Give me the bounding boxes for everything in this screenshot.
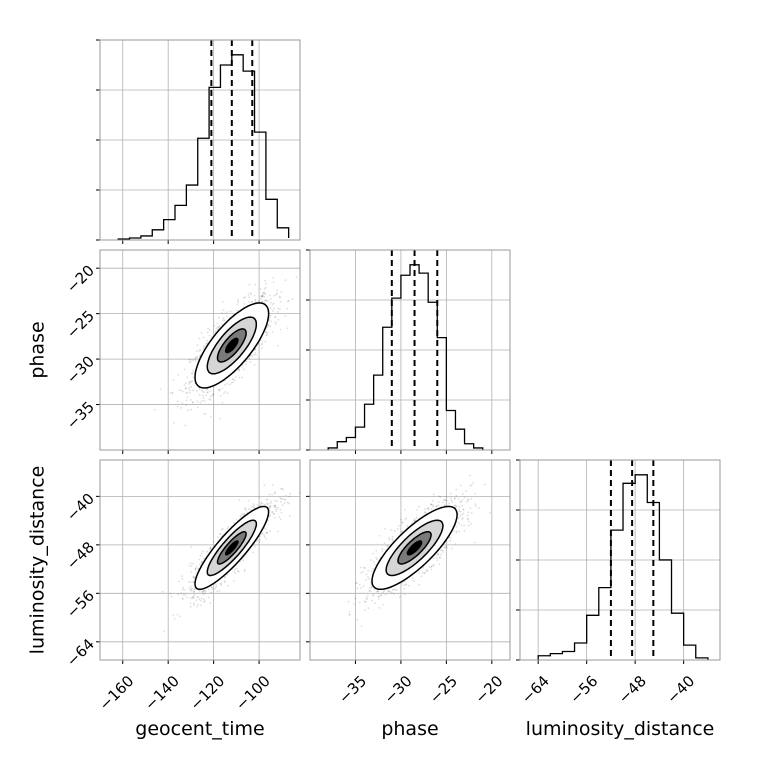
panel-geocent_time-geocent_time (96, 39, 301, 244)
panel-frame (99, 249, 301, 451)
tick-label-x: −56 (566, 672, 601, 707)
panel-luminosity_distance-phase (306, 459, 511, 664)
histogram-phase (327, 264, 484, 450)
axis-label-x: geocent_time (135, 718, 264, 740)
panel-frame (99, 39, 301, 241)
panel-luminosity_distance-geocent_time: −64 −56 −48 −40 (63, 459, 301, 670)
density-contour (406, 540, 423, 556)
tick-label-x: −25 (426, 672, 461, 707)
axis-label-x: phase (381, 718, 438, 740)
tick-label-y: −25 (63, 307, 98, 342)
panel-frame (309, 459, 511, 661)
tick-label-y: −40 (63, 490, 98, 525)
tick-label-x: −35 (335, 672, 370, 707)
tick-label-x: −40 (663, 672, 698, 707)
panel-frame (519, 459, 721, 661)
panel-frame (309, 249, 511, 451)
tick-label-x: −100 (232, 672, 274, 714)
tick-label-y: −35 (63, 398, 98, 433)
axis-label-y: luminosity_distance (27, 466, 49, 655)
density-contour (224, 337, 239, 354)
panel-phase-geocent_time: −35 −30 −25 −20 (63, 249, 301, 454)
tick-label-x: −120 (187, 672, 229, 714)
tick-label-y: −20 (63, 261, 98, 296)
panel-frame (99, 459, 301, 661)
tick-label-x: −160 (96, 672, 138, 714)
panel-phase-phase (306, 249, 511, 454)
axis-label-y: phase (27, 321, 49, 378)
tick-label-x: −64 (518, 672, 553, 707)
tick-label-x: −140 (141, 672, 183, 714)
tick-label-x: −48 (615, 672, 650, 707)
histogram-luminosity_distance (537, 474, 709, 660)
density-contour (224, 540, 239, 556)
tick-label-y: −56 (63, 587, 98, 622)
axis-label-x: luminosity_distance (526, 718, 715, 740)
histogram-geocent_time (117, 54, 290, 240)
panel-luminosity_distance-luminosity_distance (516, 459, 721, 664)
tick-label-y: −64 (63, 635, 98, 670)
tick-label-y: −30 (63, 352, 98, 387)
tick-label-y: −48 (63, 538, 98, 573)
tick-label-x: −20 (471, 672, 506, 707)
tick-label-x: −30 (381, 672, 416, 707)
